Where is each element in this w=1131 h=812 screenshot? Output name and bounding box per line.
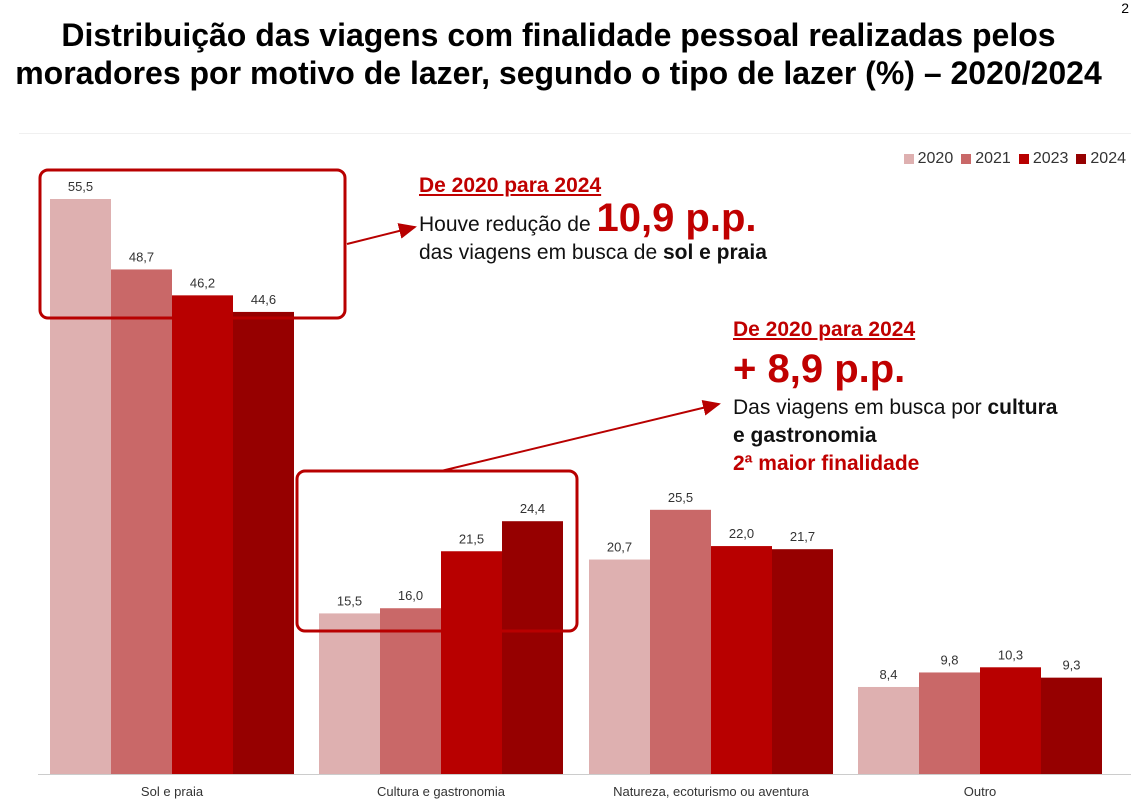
- legend-swatch-2024: [1076, 154, 1087, 164]
- annotation-cultura-bold1: cultura: [987, 396, 1058, 419]
- data-label-2024-3: 9,3: [1062, 658, 1080, 673]
- arrow-sol-praia: [346, 223, 417, 245]
- bar-2024-0: [233, 311, 294, 774]
- data-label-2023-2: 22,0: [729, 526, 754, 541]
- bar-2020-3: [858, 686, 919, 774]
- annotation-sol-praia: De 2020 para 2024 Houve redução de 10,9 …: [419, 172, 767, 267]
- data-label-2024-2: 21,7: [790, 529, 815, 544]
- annotation-sol-praia-text2: das viagens em busca de: [419, 241, 663, 264]
- bar-2023-0: [172, 295, 233, 774]
- annotation-cultura-text: Das viagens em busca por: [733, 396, 988, 419]
- bar-2024-1: [502, 521, 563, 774]
- annotation-sol-praia-line2: das viagens em busca de sol e praia: [419, 239, 767, 267]
- data-label-2021-3: 9,8: [940, 652, 958, 667]
- legend-label-2023: 2023: [1032, 150, 1069, 167]
- legend-item-2024: 2024: [1076, 150, 1126, 168]
- annotation-sol-praia-line1: Houve redução de 10,9 p.p.: [419, 198, 767, 239]
- bar-chart: 55,5 48,7 46,2 44,6 Sol e praia 15,5 16,0 21,5 2…: [38, 168, 1131, 799]
- arrow-cultura: [440, 399, 721, 472]
- data-label-2023-0: 46,2: [190, 275, 215, 290]
- bar-2023-3: [980, 667, 1041, 774]
- data-label-2024-0: 44,6: [251, 292, 276, 307]
- legend-item-2021: 2021: [961, 150, 1011, 168]
- bar-2024-2: [772, 549, 833, 774]
- annotation-cultura-heading: De 2020 para 2024: [733, 318, 916, 341]
- annotation-cultura-line1: Das viagens em busca por cultura: [733, 394, 1057, 422]
- annotation-sol-praia-bold: sol e praia: [662, 241, 767, 264]
- bar-2021-1: [380, 608, 441, 774]
- annotation-cultura: De 2020 para 2024 + 8,9 p.p. Das viagens…: [733, 316, 1057, 478]
- chart-legend: 2020 2021 2023 2024: [903, 150, 1126, 168]
- data-label-2021-0: 48,7: [129, 249, 154, 264]
- data-label-2020-1: 15,5: [337, 593, 362, 608]
- data-label-2020-2: 20,7: [607, 540, 632, 555]
- bar-2020-0: [50, 199, 111, 774]
- bar-2021-2: [650, 509, 711, 774]
- data-label-2023-3: 10,3: [998, 647, 1023, 662]
- legend-swatch-2020: [903, 154, 914, 164]
- legend-item-2023: 2023: [1018, 150, 1069, 168]
- bar-2023-2: [711, 546, 772, 774]
- annotation-sol-praia-heading: De 2020 para 2024: [419, 174, 602, 197]
- legend-swatch-2023: [1018, 154, 1029, 164]
- legend-swatch-2021: [961, 154, 972, 164]
- chart-panel: 55,5 48,7 46,2 44,6 Sol e praia 15,5 16,0 21,5 2…: [19, 133, 1131, 812]
- x-tick-label: Cultura e gastronomia: [377, 784, 506, 799]
- highlight-box-cultura: [295, 469, 579, 633]
- annotation-sol-praia-value: 10,9 p.p.: [596, 196, 757, 240]
- annotation-cultura-rank: 2ª maior finalidade: [733, 452, 920, 475]
- data-label-2020-3: 8,4: [879, 667, 897, 682]
- annotation-cultura-line2: e gastronomia: [733, 422, 1057, 450]
- x-tick-label: Natureza, ecoturismo ou aventura: [613, 784, 810, 799]
- page-number: 2: [1121, 0, 1129, 16]
- data-label-2021-2: 25,5: [668, 490, 693, 505]
- bar-2021-0: [111, 269, 172, 774]
- legend-label-2021: 2021: [975, 150, 1011, 167]
- x-tick-label: Sol e praia: [141, 784, 204, 799]
- x-tick-label: Outro: [964, 784, 997, 799]
- highlight-box-sol-praia: [38, 168, 347, 320]
- annotation-cultura-value: + 8,9 p.p.: [733, 347, 906, 391]
- legend-label-2024: 2024: [1090, 150, 1126, 167]
- bar-2020-2: [589, 559, 650, 774]
- bar-2024-3: [1041, 677, 1102, 774]
- bar-2023-1: [441, 551, 502, 774]
- bar-2020-1: [319, 613, 380, 774]
- annotation-cultura-bold2: e gastronomia: [733, 424, 877, 447]
- data-label-2024-1: 24,4: [520, 501, 545, 516]
- chart-title: Distribuição das viagens com finalidade …: [15, 17, 1102, 91]
- legend-label-2020: 2020: [917, 150, 954, 167]
- data-label-2021-1: 16,0: [398, 588, 423, 603]
- legend-item-2020: 2020: [903, 150, 954, 168]
- bar-2021-3: [919, 672, 980, 774]
- data-label-2023-1: 21,5: [459, 531, 484, 546]
- data-label-2020-0: 55,5: [68, 179, 93, 194]
- annotation-sol-praia-text: Houve redução de: [419, 213, 597, 236]
